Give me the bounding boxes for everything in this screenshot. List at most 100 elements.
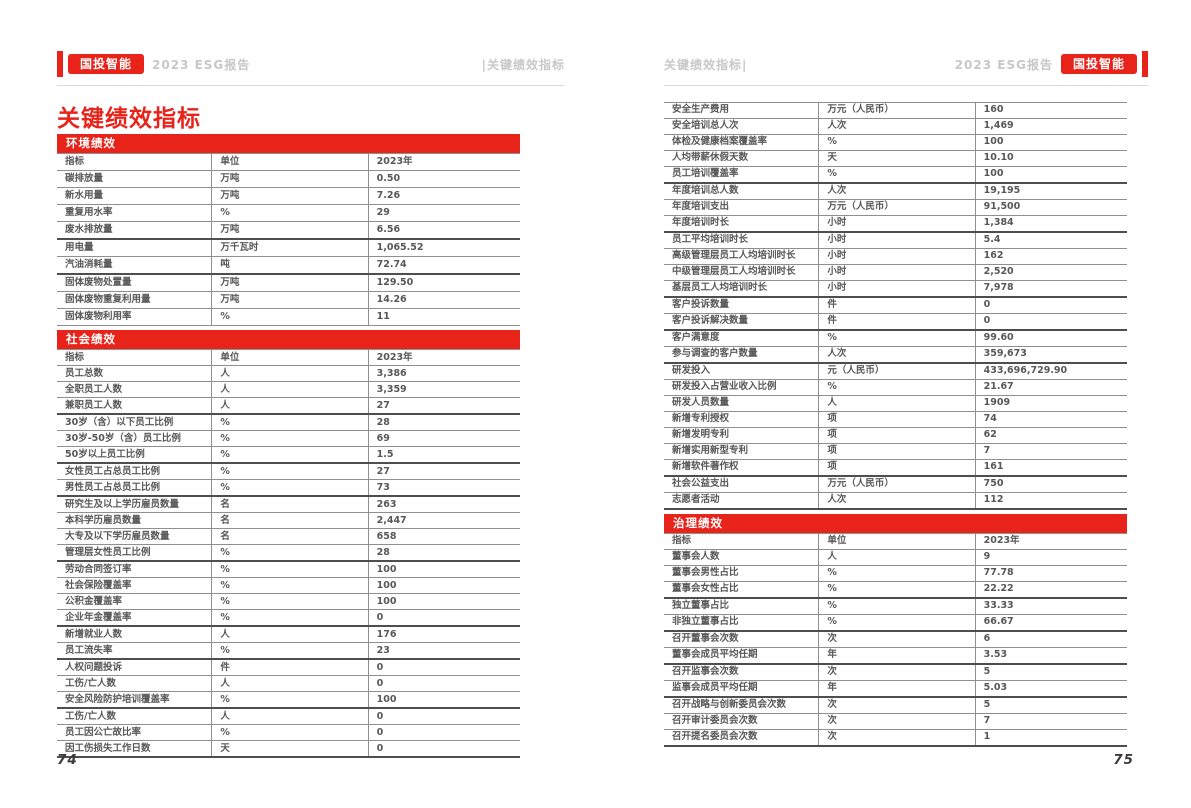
header-rule	[57, 85, 565, 86]
indicator-cell: 公积金覆盖率	[57, 593, 212, 611]
unit-cell: 人	[211, 397, 369, 416]
indicator-cell: 因工伤损失工作日数	[57, 740, 212, 759]
unit-cell: %	[818, 614, 976, 632]
table-row: 体检及健康档案覆盖率% 100	[664, 134, 1127, 151]
value-cell: 33.33	[974, 598, 1127, 615]
unit-cell: 人次	[818, 346, 976, 364]
indicator-cell: 企业年金覆盖率	[57, 609, 212, 628]
header-accent-bar	[1142, 51, 1148, 77]
unit-cell: 万吨	[211, 187, 369, 206]
unit-cell: %	[211, 593, 369, 611]
table-row: 监事会成员平均任期年 5.03	[664, 680, 1127, 698]
value-cell: 0	[974, 313, 1127, 331]
table-row: 重复用水率% 29	[57, 204, 520, 223]
indicator-cell: 高级管理层员工人均培训时长	[664, 248, 819, 265]
value-cell: 100	[367, 593, 520, 611]
unit-cell: %	[818, 565, 976, 582]
value-cell: 14.26	[367, 291, 520, 310]
column-header-row: 指标 单位 2023年	[57, 349, 520, 367]
table-row: 高级管理层员工人均培训时长 小时 162	[664, 248, 1127, 265]
value-cell: 263	[367, 496, 520, 514]
value-cell: 5	[974, 664, 1127, 681]
unit-cell: 次	[818, 664, 976, 681]
unit-cell: %	[818, 379, 976, 396]
indicator-cell: 员工因公亡故比率	[57, 724, 212, 742]
unit-cell: 元（人民币）	[818, 363, 976, 380]
value-cell: 100	[367, 561, 520, 579]
value-cell: 28	[367, 414, 520, 432]
table-row: 劳动合同签订率% 100	[57, 561, 520, 579]
unit-cell: 小时	[818, 280, 976, 298]
table-row: 研究生及以上学历雇员数量名 263	[57, 496, 520, 514]
unit-cell: 小时	[818, 232, 976, 249]
table-row: 因工伤损失工作日数天 0	[57, 740, 520, 759]
value-cell: 0	[367, 740, 520, 759]
value-cell: 0	[974, 297, 1127, 314]
value-cell: 0	[367, 609, 520, 628]
page-number-left: 74	[57, 752, 78, 768]
unit-cell: 人	[211, 381, 369, 399]
unit-cell: 小时	[818, 215, 976, 233]
column-header: 指标	[664, 533, 819, 550]
table-row: 非独立董事占比% 66.67	[664, 614, 1127, 632]
indicator-cell: 年度培训总人数	[664, 183, 819, 200]
governance-performance-table: 治理绩效 指标 单位 2023年 董事会人数人 9 董事会男性占比% 77.78 董事会女性占比…	[664, 514, 1127, 747]
value-cell: 2,520	[974, 264, 1127, 281]
unit-cell: %	[211, 308, 369, 327]
indicator-cell: 50岁以上员工比例	[57, 446, 212, 465]
unit-cell: 名	[211, 496, 369, 514]
indicator-cell: 研发投入	[664, 363, 819, 380]
value-cell: 2,447	[367, 512, 520, 530]
table-row: 员工平均培训时长 小时 5.4	[664, 232, 1127, 249]
unit-cell: 名	[211, 528, 369, 546]
indicator-cell: 本科学历雇员数量	[57, 512, 212, 530]
indicator-cell: 30岁（含）以下员工比例	[57, 414, 212, 432]
value-cell: 1,065.52	[367, 239, 520, 258]
table-row: 人权问题投诉件 0	[57, 659, 520, 677]
table-row: 董事会女性占比% 22.22	[664, 581, 1127, 599]
unit-cell: %	[211, 544, 369, 563]
unit-cell: 万吨	[211, 221, 369, 241]
indicator-cell: 男性员工占总员工比例	[57, 479, 212, 498]
unit-cell: 人	[818, 395, 976, 412]
indicator-cell: 汽油消耗量	[57, 256, 212, 276]
value-cell: 0.50	[367, 170, 520, 189]
value-cell: 160	[974, 102, 1127, 119]
indicator-cell: 董事会成员平均任期	[664, 647, 819, 665]
report-title-label: 2023 ESG报告	[152, 57, 251, 72]
table-row: 女性员工占总员工比例% 27	[57, 463, 520, 481]
indicator-cell: 志愿者活动	[664, 492, 819, 510]
header-rule	[664, 85, 1148, 86]
indicator-cell: 工伤/亡人数	[57, 675, 212, 693]
indicator-cell: 新增发明专利	[664, 427, 819, 444]
page-number-right: 75	[1113, 752, 1134, 768]
indicator-cell: 人权问题投诉	[57, 659, 212, 677]
table-row: 公积金覆盖率% 100	[57, 593, 520, 611]
table-row: 新增就业人数人 176	[57, 626, 520, 644]
unit-cell: 件	[818, 313, 976, 331]
indicator-cell: 召开战略与创新委员会次数	[664, 697, 819, 714]
value-cell: 176	[367, 626, 520, 644]
value-cell: 7.26	[367, 187, 520, 206]
table-row: 废水排放量 万吨 6.56	[57, 221, 520, 241]
value-cell: 7,978	[974, 280, 1127, 298]
column-header: 2023年	[974, 533, 1127, 550]
table-row: 安全风险防护培训覆盖率% 100	[57, 691, 520, 710]
indicator-cell: 客户满意度	[664, 330, 819, 347]
value-cell: 69	[367, 430, 520, 448]
unit-cell: %	[818, 598, 976, 615]
report-title-label: 2023 ESG报告	[954, 57, 1053, 72]
table-row: 工伤/亡人数人 0	[57, 675, 520, 693]
table-row: 中级管理层员工人均培训时长 小时 2,520	[664, 264, 1127, 281]
value-cell: 73	[367, 479, 520, 498]
table-row: 固体废物重复利用量 万吨 14.26	[57, 291, 520, 310]
column-header: 单位	[211, 349, 369, 367]
table-row: 新增软件著作权项 161	[664, 459, 1127, 477]
unit-cell: %	[818, 134, 976, 151]
value-cell: 1,469	[974, 118, 1127, 135]
value-cell: 1909	[974, 395, 1127, 412]
table-row: 年度培训总人数 人次 19,195	[664, 183, 1127, 200]
indicator-cell: 客户投诉解决数量	[664, 313, 819, 331]
table-row: 召开提名委员会次数次 1	[664, 729, 1127, 747]
indicator-cell: 30岁-50岁（含）员工比例	[57, 430, 212, 448]
